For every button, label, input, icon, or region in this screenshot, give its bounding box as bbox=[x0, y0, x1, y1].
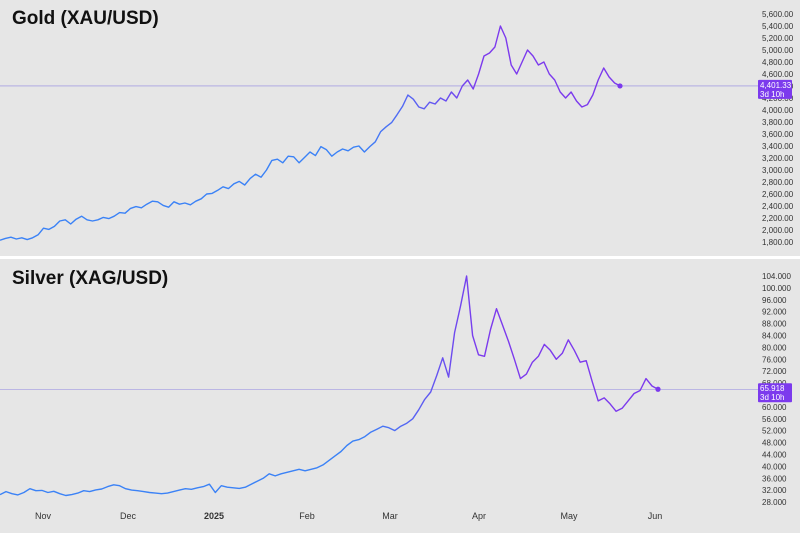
silver-y-tick-label: 32.000 bbox=[762, 486, 787, 495]
gold-price-badge-value: 4,401.33 bbox=[760, 81, 792, 90]
gold-chart-title: Gold (XAU/USD) bbox=[12, 8, 159, 29]
panel-divider bbox=[0, 256, 800, 259]
x-axis-label: Feb bbox=[299, 511, 315, 521]
silver-y-tick-label: 56.000 bbox=[762, 415, 787, 424]
gold-y-tick-label: 3,800.00 bbox=[762, 118, 794, 127]
x-axis-label: Mar bbox=[382, 511, 398, 521]
gold-y-tick-label: 2,600.00 bbox=[762, 190, 794, 199]
x-axis-label: May bbox=[560, 511, 578, 521]
gold-y-tick-label: 3,000.00 bbox=[762, 166, 794, 175]
silver-chart-title: Silver (XAG/USD) bbox=[12, 268, 169, 289]
silver-last-point bbox=[655, 386, 661, 392]
silver-y-tick-label: 88.000 bbox=[762, 320, 787, 329]
x-axis-label: 2025 bbox=[204, 511, 224, 521]
gold-series-line bbox=[0, 25, 621, 241]
x-axis-label: Dec bbox=[120, 511, 137, 521]
gold-price-badge-countdown: 3d 10h bbox=[760, 90, 784, 99]
gold-y-tick-label: 2,200.00 bbox=[762, 214, 794, 223]
gold-y-tick-label: 4,600.00 bbox=[762, 70, 794, 79]
silver-y-tick-label: 44.000 bbox=[762, 450, 787, 459]
gold-y-tick-label: 2,000.00 bbox=[762, 226, 794, 235]
gold-y-tick-label: 1,800.00 bbox=[762, 238, 794, 247]
gold-y-tick-label: 3,200.00 bbox=[762, 154, 794, 163]
gold-y-tick-label: 5,000.00 bbox=[762, 46, 794, 55]
silver-y-tick-label: 60.000 bbox=[762, 403, 787, 412]
gold-y-tick-label: 2,400.00 bbox=[762, 202, 794, 211]
silver-y-tick-label: 76.000 bbox=[762, 355, 787, 364]
silver-y-tick-label: 36.000 bbox=[762, 474, 787, 483]
silver-y-tick-label: 84.000 bbox=[762, 331, 787, 340]
x-axis-label: Nov bbox=[35, 511, 52, 521]
gold-y-tick-label: 3,600.00 bbox=[762, 130, 794, 139]
silver-y-tick-label: 40.000 bbox=[762, 462, 787, 471]
silver-y-tick-label: 28.000 bbox=[762, 498, 787, 507]
silver-y-tick-label: 72.000 bbox=[762, 367, 787, 376]
gold-last-point bbox=[617, 83, 623, 89]
gold-price-badge bbox=[758, 79, 792, 99]
x-axis-label: Apr bbox=[472, 511, 486, 521]
silver-y-tick-label: 48.000 bbox=[762, 439, 787, 448]
gold-y-tick-label: 2,800.00 bbox=[762, 178, 794, 187]
gold-y-tick-label: 5,400.00 bbox=[762, 22, 794, 31]
gold-y-tick-label: 5,200.00 bbox=[762, 34, 794, 43]
gold-y-tick-label: 4,800.00 bbox=[762, 58, 794, 67]
silver-y-tick-label: 104.000 bbox=[762, 272, 791, 281]
silver-price-badge-countdown: 3d 10h bbox=[760, 393, 784, 402]
silver-series-line bbox=[0, 275, 659, 497]
silver-y-tick-label: 96.000 bbox=[762, 296, 787, 305]
gold-y-tick-label: 5,600.00 bbox=[762, 10, 794, 19]
silver-y-tick-label: 92.000 bbox=[762, 308, 787, 317]
silver-price-badge-value: 65.918 bbox=[760, 384, 785, 393]
x-axis-label: Jun bbox=[648, 511, 663, 521]
gold-y-tick-label: 3,400.00 bbox=[762, 142, 794, 151]
gold-y-tick-label: 4,000.00 bbox=[762, 106, 794, 115]
silver-y-tick-label: 100.000 bbox=[762, 284, 791, 293]
silver-price-badge bbox=[758, 383, 792, 403]
silver-y-tick-label: 80.000 bbox=[762, 343, 787, 352]
silver-y-tick-label: 52.000 bbox=[762, 427, 787, 436]
